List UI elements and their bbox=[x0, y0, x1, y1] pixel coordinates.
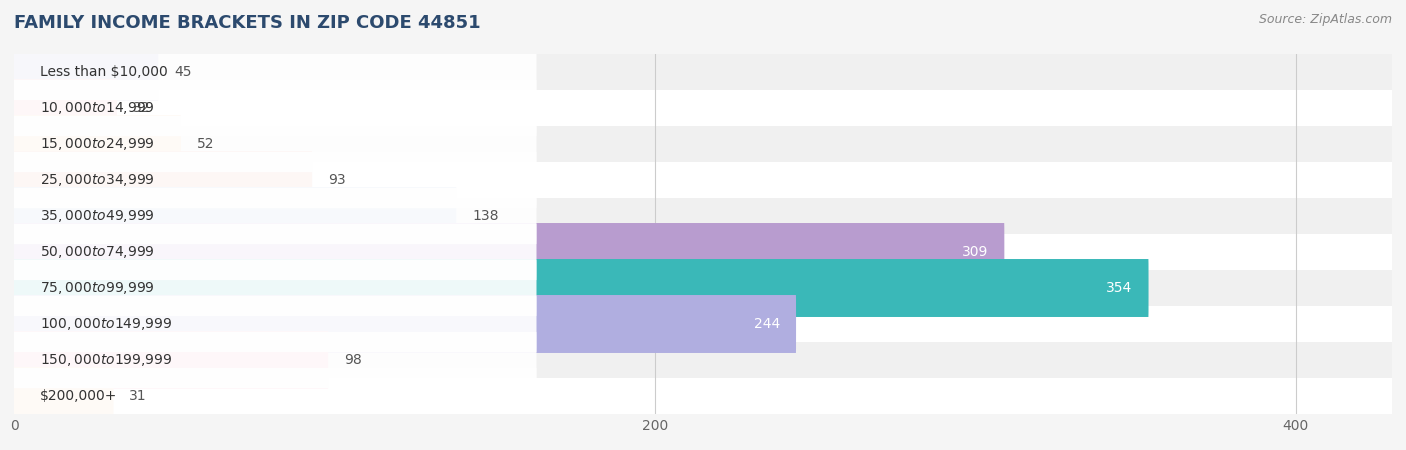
Circle shape bbox=[11, 172, 13, 188]
Bar bbox=[14, 132, 181, 156]
FancyBboxPatch shape bbox=[14, 43, 159, 101]
Bar bbox=[14, 54, 1392, 90]
Text: 32: 32 bbox=[132, 101, 150, 115]
Text: $150,000 to $199,999: $150,000 to $199,999 bbox=[39, 352, 172, 368]
FancyBboxPatch shape bbox=[7, 296, 537, 352]
Bar bbox=[14, 198, 1392, 234]
FancyBboxPatch shape bbox=[14, 151, 312, 209]
Bar bbox=[14, 162, 1392, 198]
Text: $15,000 to $24,999: $15,000 to $24,999 bbox=[39, 136, 155, 152]
FancyBboxPatch shape bbox=[7, 332, 537, 388]
Bar bbox=[14, 96, 117, 120]
FancyBboxPatch shape bbox=[14, 187, 457, 245]
Circle shape bbox=[11, 316, 13, 332]
Bar bbox=[14, 234, 1392, 270]
FancyBboxPatch shape bbox=[14, 331, 328, 389]
Circle shape bbox=[11, 244, 13, 260]
FancyBboxPatch shape bbox=[7, 188, 537, 244]
FancyBboxPatch shape bbox=[7, 368, 537, 424]
FancyBboxPatch shape bbox=[14, 115, 181, 173]
FancyBboxPatch shape bbox=[14, 295, 796, 353]
Text: $75,000 to $99,999: $75,000 to $99,999 bbox=[39, 280, 155, 296]
Bar bbox=[14, 378, 1392, 414]
Bar bbox=[14, 270, 1392, 306]
Bar bbox=[14, 348, 328, 372]
Bar bbox=[14, 306, 1392, 342]
Text: 31: 31 bbox=[129, 389, 148, 403]
Bar bbox=[14, 168, 312, 192]
Circle shape bbox=[11, 136, 13, 152]
Bar bbox=[14, 204, 457, 228]
FancyBboxPatch shape bbox=[14, 79, 117, 137]
Text: $50,000 to $74,999: $50,000 to $74,999 bbox=[39, 244, 155, 260]
Circle shape bbox=[11, 280, 13, 296]
FancyBboxPatch shape bbox=[14, 223, 1004, 281]
Text: $200,000+: $200,000+ bbox=[39, 389, 117, 403]
Bar bbox=[14, 312, 796, 336]
Circle shape bbox=[11, 352, 13, 368]
FancyBboxPatch shape bbox=[7, 224, 537, 280]
Text: 138: 138 bbox=[472, 209, 499, 223]
Text: FAMILY INCOME BRACKETS IN ZIP CODE 44851: FAMILY INCOME BRACKETS IN ZIP CODE 44851 bbox=[14, 14, 481, 32]
Text: 98: 98 bbox=[344, 353, 361, 367]
Bar bbox=[14, 384, 114, 408]
Text: 244: 244 bbox=[754, 317, 780, 331]
FancyBboxPatch shape bbox=[7, 44, 537, 100]
Circle shape bbox=[11, 388, 13, 404]
Text: 93: 93 bbox=[328, 173, 346, 187]
Text: Source: ZipAtlas.com: Source: ZipAtlas.com bbox=[1258, 14, 1392, 27]
Text: 309: 309 bbox=[962, 245, 988, 259]
Circle shape bbox=[11, 100, 13, 116]
Bar bbox=[14, 60, 159, 84]
Text: 52: 52 bbox=[197, 137, 214, 151]
Text: Less than $10,000: Less than $10,000 bbox=[39, 65, 167, 79]
Bar bbox=[14, 126, 1392, 162]
FancyBboxPatch shape bbox=[7, 80, 537, 136]
Text: 354: 354 bbox=[1107, 281, 1132, 295]
FancyBboxPatch shape bbox=[7, 116, 537, 172]
FancyBboxPatch shape bbox=[14, 367, 114, 425]
Text: $35,000 to $49,999: $35,000 to $49,999 bbox=[39, 208, 155, 224]
Text: $100,000 to $149,999: $100,000 to $149,999 bbox=[39, 316, 172, 332]
Text: 45: 45 bbox=[174, 65, 191, 79]
FancyBboxPatch shape bbox=[14, 259, 1149, 317]
Circle shape bbox=[11, 64, 13, 80]
Bar bbox=[14, 342, 1392, 378]
FancyBboxPatch shape bbox=[7, 152, 537, 208]
FancyBboxPatch shape bbox=[7, 260, 537, 316]
Circle shape bbox=[11, 208, 13, 224]
Text: $25,000 to $34,999: $25,000 to $34,999 bbox=[39, 172, 155, 188]
Bar bbox=[14, 276, 1149, 300]
Bar bbox=[14, 240, 1004, 264]
Bar bbox=[14, 90, 1392, 126]
Text: $10,000 to $14,999: $10,000 to $14,999 bbox=[39, 100, 155, 116]
